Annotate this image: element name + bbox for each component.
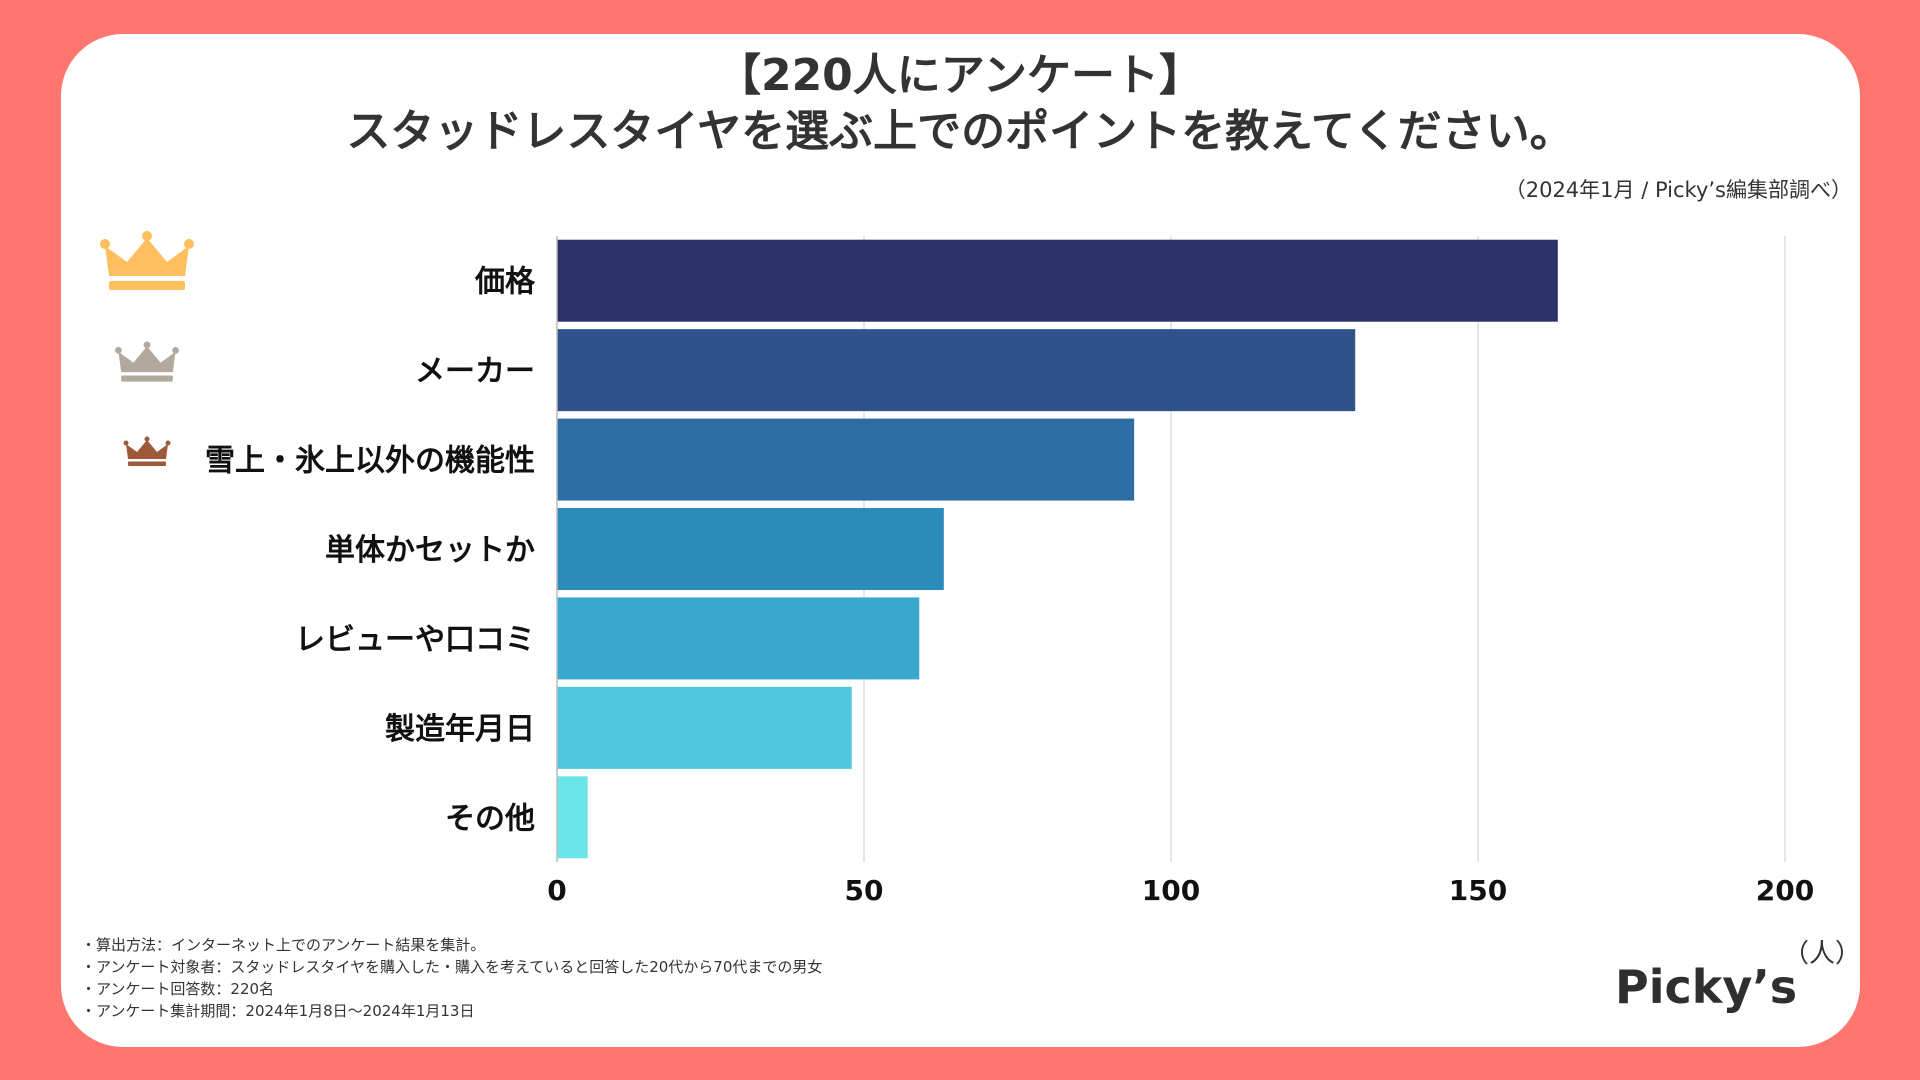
footnote-period: ・アンケート集計期間：2024年1月8日〜2024年1月13日: [81, 1002, 475, 1020]
category-label-5: 製造年月日: [385, 712, 535, 747]
x-tick-label-0: 0: [547, 874, 566, 907]
footnote-count: ・アンケート回答数：220名: [81, 980, 275, 998]
bar-4: [557, 597, 920, 680]
bronze-crown-icon: [123, 436, 171, 466]
title-line-1: 【220人にアンケート】: [716, 50, 1204, 101]
chart-card: [61, 34, 1860, 1047]
x-axis-label: （人）: [1783, 939, 1861, 969]
category-label-1: メーカー: [415, 354, 535, 389]
bar-0: [557, 239, 1558, 322]
category-label-2: 雪上・氷上以外の機能性: [205, 444, 535, 479]
footnote-target: ・アンケート対象者：スタッドレスタイヤを購入した・購入を考えていると回答した20…: [81, 958, 823, 976]
chart-title: 【220人にアンケート】 スタッドレスタイヤを選ぶ上でのポイントを教えてください…: [0, 48, 1920, 160]
source-note: （2024年1月 / Picky’s編集部調べ）: [1504, 178, 1852, 202]
x-tick-label-200: 200: [1756, 874, 1814, 907]
footnote-method: ・算出方法：インターネット上でのアンケート結果を集計。: [81, 936, 486, 954]
bar-1: [557, 329, 1356, 412]
footnotes: ・算出方法：インターネット上でのアンケート結果を集計。 ・アンケート対象者：スタ…: [81, 934, 822, 1022]
picky-logo: Picky’s: [1615, 960, 1798, 1014]
x-tick-label-100: 100: [1142, 874, 1200, 907]
category-label-0: 価格: [474, 265, 536, 300]
category-label-4: レビューや口コミ: [295, 622, 535, 657]
bar-6: [557, 776, 588, 859]
category-label-6: その他: [445, 801, 535, 836]
silver-crown-icon: [115, 341, 179, 382]
gold-crown-icon: [100, 231, 194, 290]
bar-5: [557, 686, 852, 769]
x-tick-label-150: 150: [1449, 874, 1507, 907]
bar-3: [557, 508, 944, 590]
category-label-3: 単体かセットか: [325, 533, 535, 568]
x-tick-label-50: 50: [845, 874, 884, 907]
bar-2: [557, 418, 1135, 501]
title-line-2: スタッドレスタイヤを選ぶ上でのポイントを教えてください。: [346, 106, 1574, 157]
